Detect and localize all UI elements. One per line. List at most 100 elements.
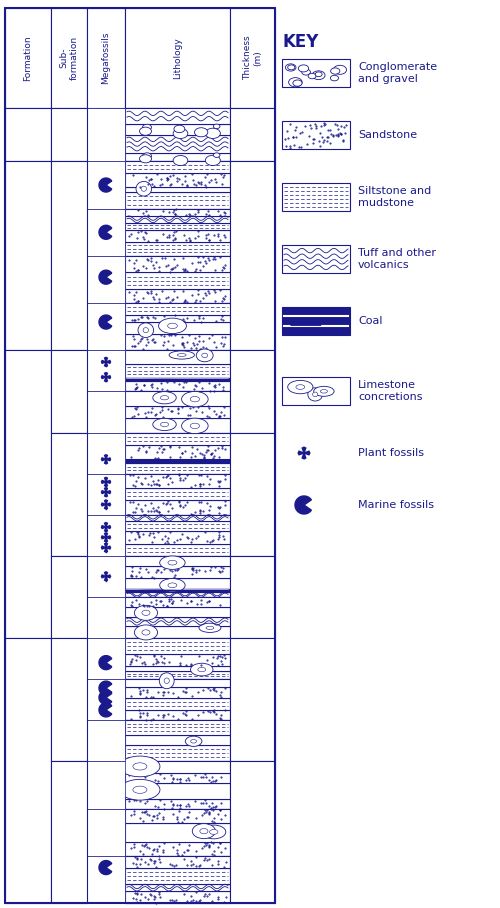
Bar bbox=[51, 350, 87, 432]
Ellipse shape bbox=[206, 128, 220, 139]
Bar bbox=[125, 315, 230, 322]
Polygon shape bbox=[106, 503, 110, 506]
Bar bbox=[51, 638, 87, 761]
Ellipse shape bbox=[334, 65, 346, 74]
Bar bbox=[87, 108, 125, 162]
Bar bbox=[125, 544, 230, 556]
Polygon shape bbox=[106, 490, 110, 494]
Polygon shape bbox=[104, 455, 108, 459]
Bar bbox=[5, 638, 51, 903]
Text: Megafossils: Megafossils bbox=[102, 32, 110, 84]
Ellipse shape bbox=[190, 397, 200, 402]
Text: Middle: Middle bbox=[64, 479, 74, 510]
Polygon shape bbox=[304, 451, 310, 455]
Bar bbox=[125, 406, 230, 419]
Ellipse shape bbox=[160, 396, 168, 400]
Ellipse shape bbox=[314, 386, 334, 396]
Text: Marine fossils: Marine fossils bbox=[358, 500, 434, 510]
Bar bbox=[125, 350, 230, 363]
Ellipse shape bbox=[298, 64, 308, 72]
Ellipse shape bbox=[182, 419, 208, 434]
Text: 600-
700: 600- 700 bbox=[241, 822, 264, 843]
Ellipse shape bbox=[312, 392, 318, 397]
Ellipse shape bbox=[302, 69, 310, 75]
Bar bbox=[282, 121, 350, 149]
Bar bbox=[5, 8, 51, 108]
Bar bbox=[125, 597, 230, 607]
Bar bbox=[87, 8, 125, 108]
Polygon shape bbox=[104, 482, 108, 487]
Bar bbox=[125, 556, 230, 597]
Text: 380-
530: 380- 530 bbox=[241, 483, 264, 505]
Ellipse shape bbox=[190, 663, 213, 676]
Polygon shape bbox=[104, 358, 108, 362]
Polygon shape bbox=[104, 377, 108, 381]
Polygon shape bbox=[104, 548, 108, 552]
Ellipse shape bbox=[134, 625, 158, 640]
Polygon shape bbox=[102, 503, 106, 506]
Bar bbox=[125, 735, 230, 745]
Polygon shape bbox=[102, 536, 106, 538]
Bar bbox=[125, 173, 230, 187]
Ellipse shape bbox=[141, 186, 146, 192]
Bar bbox=[125, 855, 230, 903]
Text: Lithology: Lithology bbox=[173, 37, 182, 79]
Ellipse shape bbox=[214, 124, 220, 129]
Ellipse shape bbox=[202, 825, 226, 839]
Polygon shape bbox=[99, 315, 112, 329]
Bar bbox=[125, 463, 230, 474]
Ellipse shape bbox=[164, 678, 170, 684]
Ellipse shape bbox=[158, 318, 186, 333]
Bar bbox=[125, 272, 230, 289]
Ellipse shape bbox=[133, 763, 147, 770]
Bar bbox=[125, 556, 230, 566]
Bar bbox=[87, 855, 125, 903]
Ellipse shape bbox=[160, 422, 168, 427]
Bar bbox=[125, 432, 230, 445]
Ellipse shape bbox=[142, 124, 152, 131]
Polygon shape bbox=[106, 480, 110, 483]
Bar bbox=[87, 638, 125, 679]
Polygon shape bbox=[102, 575, 106, 577]
Bar bbox=[282, 307, 350, 335]
Ellipse shape bbox=[288, 77, 302, 87]
Ellipse shape bbox=[133, 786, 147, 794]
Ellipse shape bbox=[199, 623, 221, 633]
Polygon shape bbox=[99, 271, 112, 284]
Polygon shape bbox=[99, 225, 112, 240]
Bar bbox=[5, 108, 51, 162]
Polygon shape bbox=[106, 458, 110, 460]
Polygon shape bbox=[104, 362, 108, 367]
Ellipse shape bbox=[192, 824, 216, 839]
Ellipse shape bbox=[182, 391, 208, 407]
Ellipse shape bbox=[214, 153, 220, 157]
Text: Upper: Upper bbox=[64, 685, 74, 715]
Ellipse shape bbox=[308, 388, 322, 401]
Ellipse shape bbox=[200, 828, 208, 834]
Ellipse shape bbox=[186, 736, 202, 746]
Bar bbox=[87, 474, 125, 515]
Ellipse shape bbox=[169, 350, 194, 359]
Bar bbox=[5, 8, 275, 903]
Ellipse shape bbox=[202, 353, 207, 358]
Ellipse shape bbox=[190, 739, 196, 743]
Ellipse shape bbox=[142, 610, 150, 616]
Bar bbox=[125, 745, 230, 761]
Bar bbox=[125, 671, 230, 679]
Polygon shape bbox=[104, 538, 108, 542]
Bar bbox=[125, 187, 230, 192]
Ellipse shape bbox=[173, 155, 188, 165]
Bar bbox=[125, 474, 230, 515]
Bar bbox=[125, 891, 230, 903]
Bar bbox=[125, 638, 230, 654]
Ellipse shape bbox=[198, 667, 205, 672]
Polygon shape bbox=[102, 360, 106, 363]
Polygon shape bbox=[106, 526, 110, 528]
Polygon shape bbox=[102, 480, 106, 483]
Bar bbox=[125, 192, 230, 209]
Bar bbox=[51, 432, 87, 556]
Bar bbox=[125, 842, 230, 855]
Ellipse shape bbox=[206, 155, 220, 165]
Bar bbox=[125, 381, 230, 391]
Polygon shape bbox=[102, 547, 106, 549]
